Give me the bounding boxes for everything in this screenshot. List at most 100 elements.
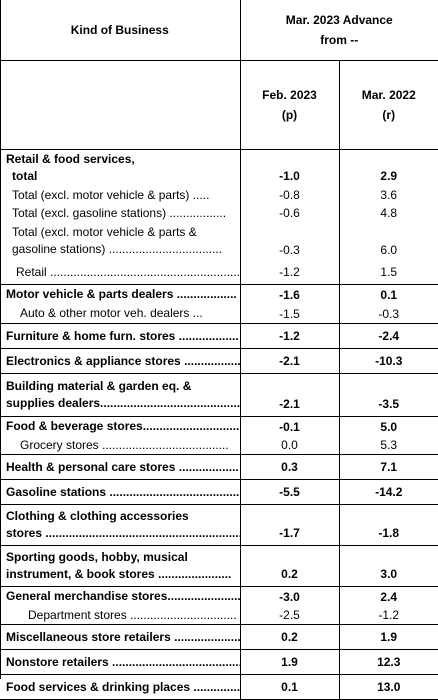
table-row: Electronics & appliance stores .........… [0, 349, 438, 374]
sales-table-container: Kind of Business Mar. 2023 Advance from … [0, 0, 438, 679]
feb-header-line-2: (p) [241, 105, 339, 125]
mar-header-line-2: (r) [340, 105, 438, 125]
mar-value: 4.8 [339, 204, 438, 222]
feb-value: 0.3 [240, 455, 339, 480]
table-row: Furniture & home furn. stores ..........… [0, 324, 438, 349]
table-row: General merchandise stores..............… [0, 587, 438, 607]
advance-line-2: from -- [241, 30, 438, 50]
kind-of-business-header: Kind of Business [0, 0, 240, 61]
feb-value: -0.3 [240, 222, 339, 260]
feb-value: 0.1 [240, 675, 339, 700]
row-label: Total (excl. gasoline stations) ........… [0, 204, 240, 222]
table-row: Miscellaneous store retailers ..........… [0, 625, 438, 650]
table-row: Motor vehicle & parts dealers ..........… [0, 285, 438, 305]
feb-value: -5.5 [240, 480, 339, 505]
feb-value: -0.1 [240, 417, 339, 437]
table-row: Nonstore retailers .....................… [0, 650, 438, 675]
mar-value: 6.0 [339, 222, 438, 260]
table-row: Grocery stores .........................… [0, 436, 438, 455]
row-label: Sporting goods, hobby, musical instrumen… [0, 546, 240, 587]
row-label: Food services & drinking places ........… [0, 675, 240, 700]
mar-value: 2.4 [339, 587, 438, 607]
mar-value: -14.2 [339, 480, 438, 505]
row-label-line-2: gasoline stations) .....................… [12, 241, 240, 258]
mar-value: 0.1 [339, 285, 438, 305]
feb-value: -1.5 [240, 304, 339, 324]
row-label: Health & personal care stores ..........… [0, 455, 240, 480]
row-label: Total (excl. motor vehicle & parts) ....… [0, 186, 240, 204]
row-label-line-2: instrument, & book stores ..............… [6, 566, 240, 583]
row-label-line-2: supplies dealers........................… [6, 395, 240, 412]
row-label-line-2: stores .................................… [6, 525, 240, 542]
row-label: Food & beverage stores..................… [0, 417, 240, 437]
mar-value: 3.6 [339, 186, 438, 204]
feb-value: -2.1 [240, 349, 339, 374]
feb-value: -0.6 [240, 204, 339, 222]
feb-column-header: Feb. 2023 (p) [240, 61, 339, 150]
advance-header: Mar. 2023 Advance from -- [240, 0, 438, 61]
row-label-line-1: Retail & food services, [6, 151, 240, 168]
row-label: Department stores ......................… [0, 606, 240, 625]
feb-value: -0.8 [240, 186, 339, 204]
table-row: Retail & food services, total -1.0 2.9 [0, 150, 438, 187]
header-spacer [0, 61, 240, 150]
feb-value: -1.0 [240, 150, 339, 187]
feb-value: 0.2 [240, 625, 339, 650]
row-label: Nonstore retailers .....................… [0, 650, 240, 675]
row-label: Grocery stores .........................… [0, 436, 240, 455]
mar-value: 2.9 [339, 150, 438, 187]
mar-value: -3.5 [339, 374, 438, 417]
row-label: Total (excl. motor vehicle & parts & gas… [0, 222, 240, 260]
table-row: Retail .................................… [0, 260, 438, 285]
feb-value: -3.0 [240, 587, 339, 607]
row-label-line-1: Total (excl. motor vehicle & parts & [12, 224, 240, 241]
row-label: Building material & garden eq. & supplie… [0, 374, 240, 417]
feb-value: -1.2 [240, 324, 339, 349]
feb-value: -1.6 [240, 285, 339, 305]
feb-value: -2.1 [240, 374, 339, 417]
mar-header-line-1: Mar. 2022 [340, 85, 438, 105]
mar-value: 1.5 [339, 260, 438, 285]
table-row: Total (excl. motor vehicle & parts & gas… [0, 222, 438, 260]
row-label: General merchandise stores..............… [0, 587, 240, 607]
feb-header-line-1: Feb. 2023 [241, 85, 339, 105]
mar-value: 12.3 [339, 650, 438, 675]
table-row: Department stores ......................… [0, 606, 438, 625]
mar-column-header: Mar. 2022 (r) [339, 61, 438, 150]
row-label-line-1: Sporting goods, hobby, musical [6, 549, 240, 566]
row-label: Electronics & appliance stores .........… [0, 349, 240, 374]
mar-value: -10.3 [339, 349, 438, 374]
row-label: Furniture & home furn. stores ..........… [0, 324, 240, 349]
mar-value: 1.9 [339, 625, 438, 650]
mar-value: -1.2 [339, 606, 438, 625]
row-label: Auto & other motor veh. dealers ... [0, 304, 240, 324]
table-row: Gasoline stations ......................… [0, 480, 438, 505]
table-row: Food services & drinking places ........… [0, 675, 438, 700]
row-label: Motor vehicle & parts dealers ..........… [0, 285, 240, 305]
table-row: Total (excl. motor vehicle & parts) ....… [0, 186, 438, 204]
feb-value: 1.9 [240, 650, 339, 675]
table-row: Total (excl. gasoline stations) ........… [0, 204, 438, 222]
table-row: Auto & other motor veh. dealers ... -1.5… [0, 304, 438, 324]
advance-line-1: Mar. 2023 Advance [241, 10, 438, 30]
table-row: Clothing & clothing accessories stores .… [0, 505, 438, 546]
kind-of-business-label: Kind of Business [71, 23, 169, 37]
row-label-line-1: Clothing & clothing accessories [6, 508, 240, 525]
table-row: Food & beverage stores..................… [0, 417, 438, 437]
mar-value: 7.1 [339, 455, 438, 480]
feb-value: -2.5 [240, 606, 339, 625]
row-label: Gasoline stations ......................… [0, 480, 240, 505]
feb-value: 0.2 [240, 546, 339, 587]
mar-value: -0.3 [339, 304, 438, 324]
table-row: Sporting goods, hobby, musical instrumen… [0, 546, 438, 587]
row-label-line-1: Building material & garden eq. & [6, 378, 240, 395]
mar-value: 3.0 [339, 546, 438, 587]
header-row-sub: Feb. 2023 (p) Mar. 2022 (r) [0, 61, 438, 150]
mar-value: 5.3 [339, 436, 438, 455]
feb-value: 0.0 [240, 436, 339, 455]
mar-value: -2.4 [339, 324, 438, 349]
row-label: Clothing & clothing accessories stores .… [0, 505, 240, 546]
row-label: Retail .................................… [0, 260, 240, 285]
mar-value: -1.8 [339, 505, 438, 546]
